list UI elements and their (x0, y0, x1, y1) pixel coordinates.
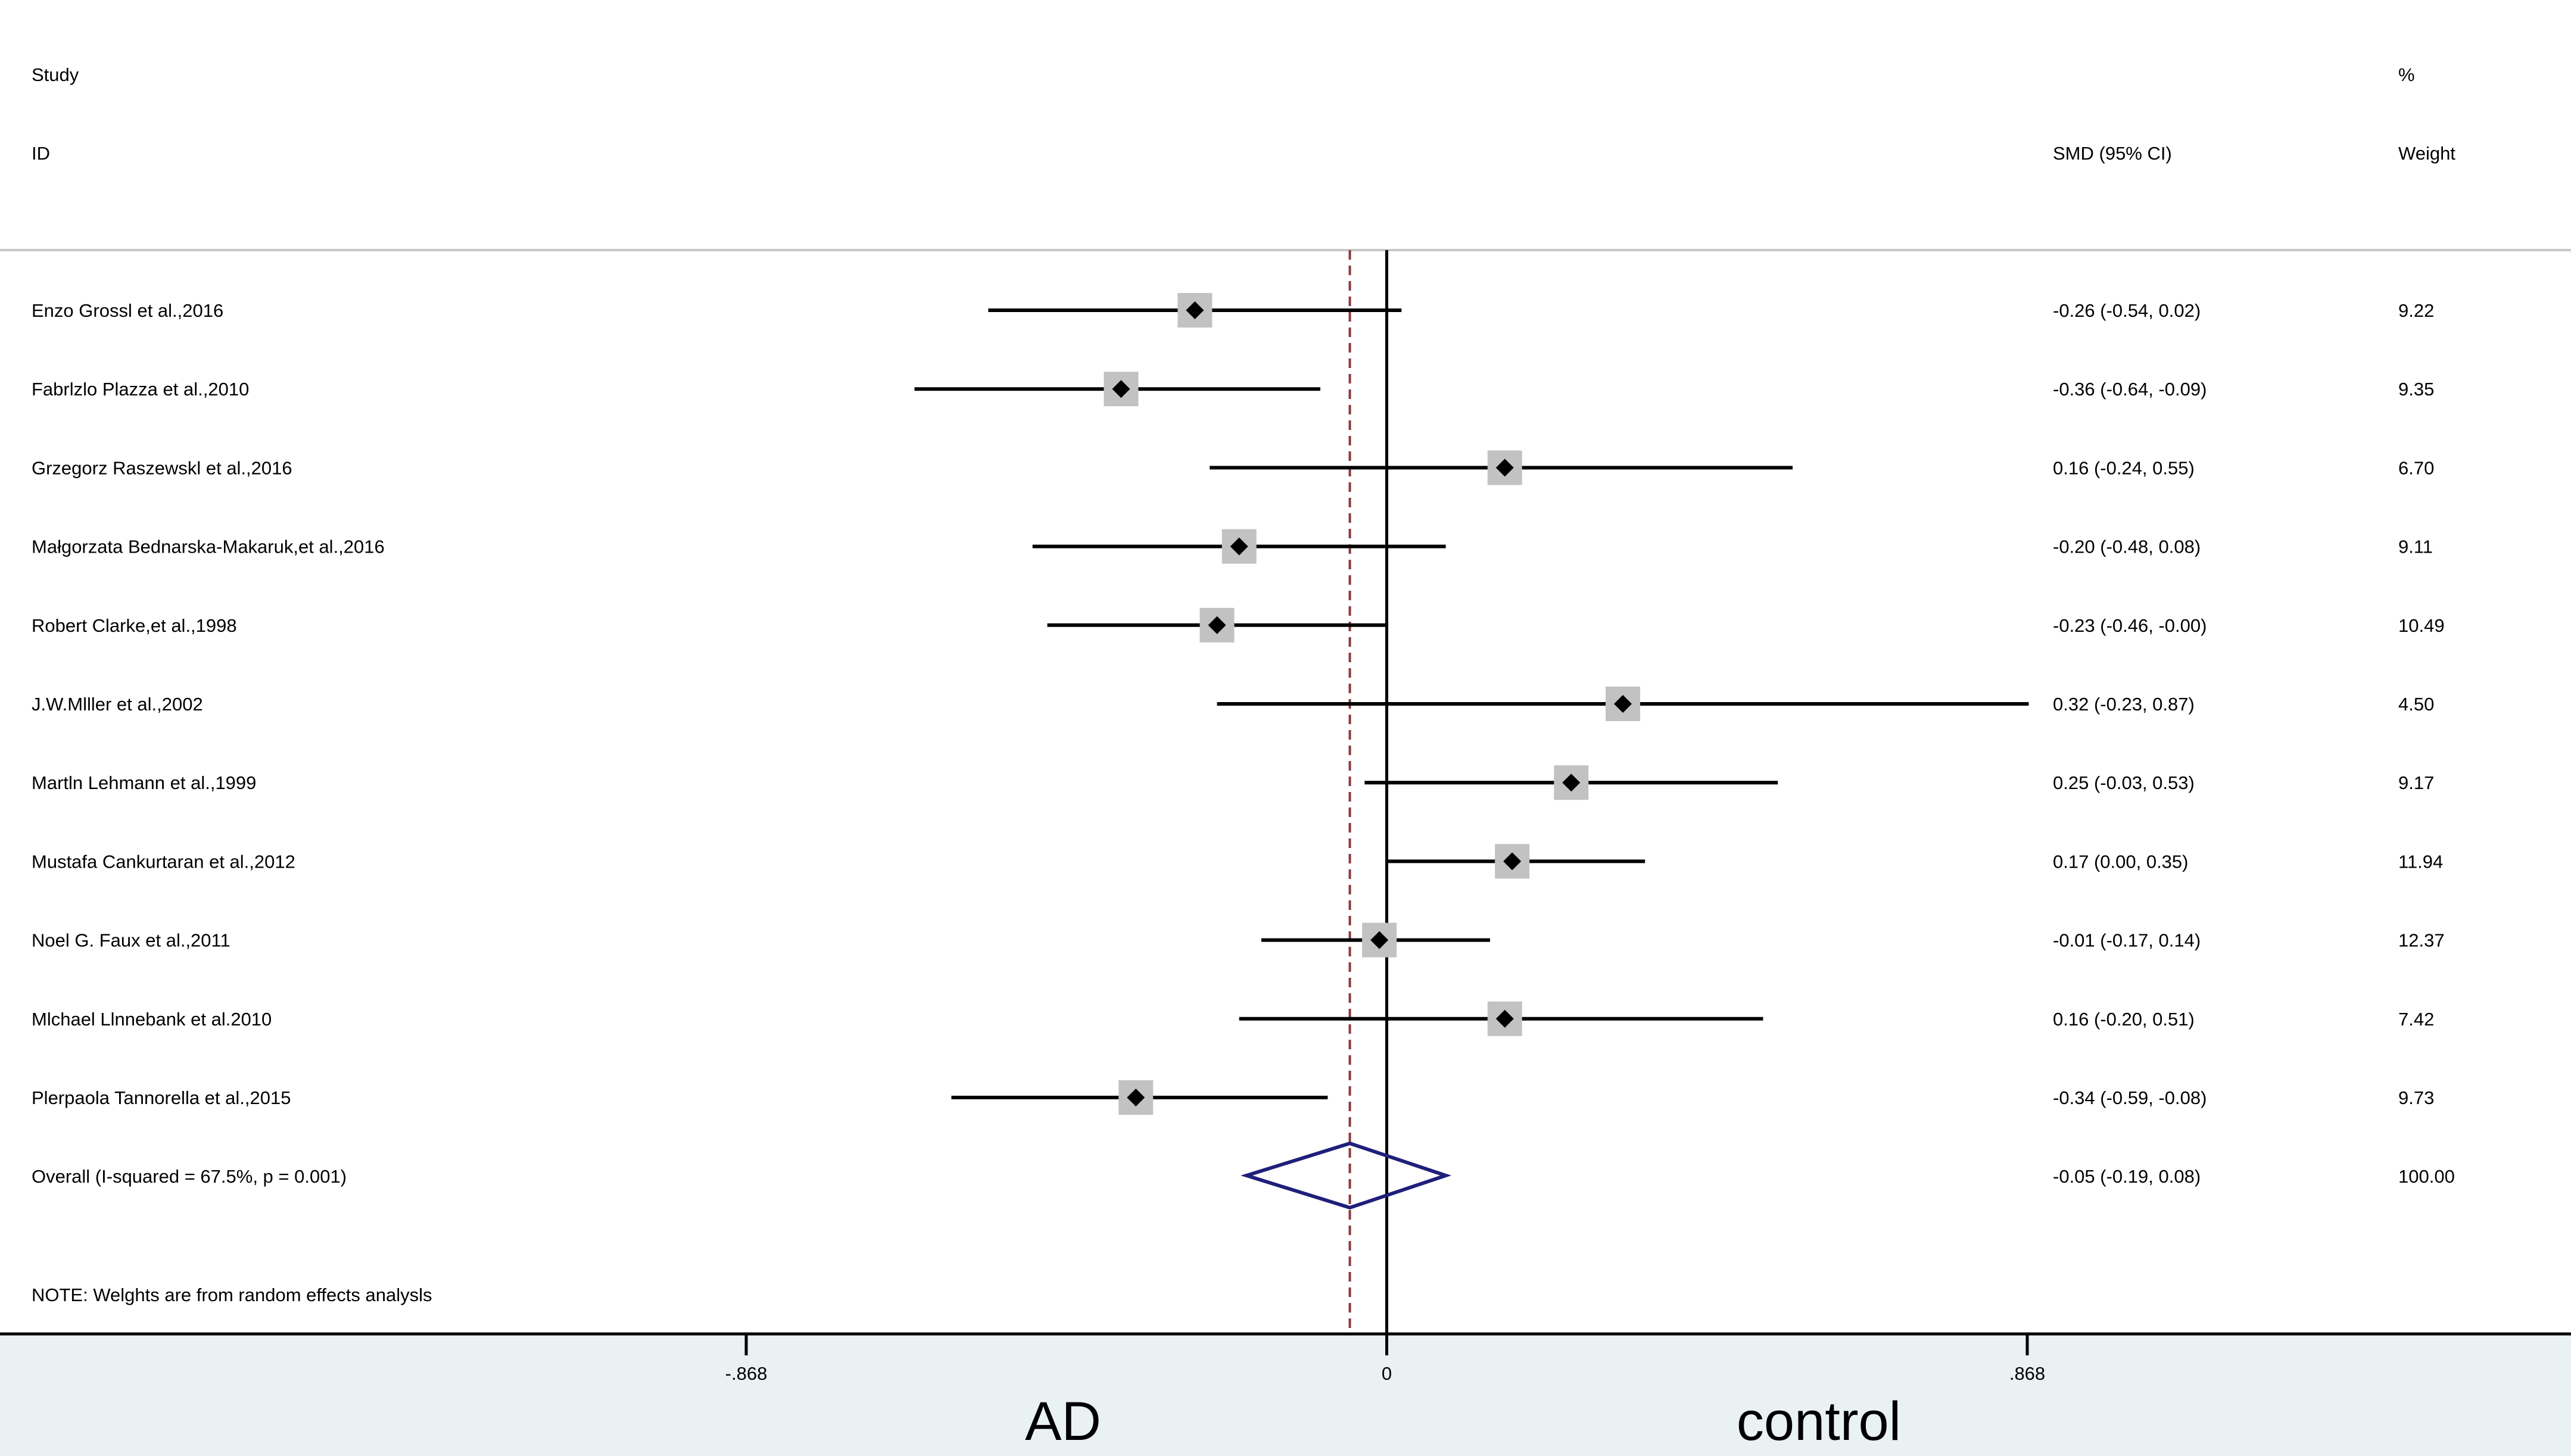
study-point-marker (1370, 931, 1389, 949)
study-point-marker (1562, 774, 1581, 792)
study-weight-text: 10.49 (2398, 615, 2445, 636)
study-ci-text: 0.17 (0.00, 0.35) (2053, 851, 2189, 872)
study-ci-text: 0.25 (-0.03, 0.53) (2053, 772, 2195, 793)
study-ci-text: -0.36 (-0.64, -0.09) (2053, 379, 2207, 400)
study-point-marker (1495, 459, 1514, 477)
study-weight-text: 9.17 (2398, 772, 2434, 793)
study-label: J.W.Mlller et al.,2002 (32, 694, 203, 715)
header-effect: SMD (95% CI) (2053, 143, 2172, 164)
note-text: NOTE: Welghts are from random effects an… (32, 1284, 432, 1305)
study-ci-text: -0.26 (-0.54, 0.02) (2053, 300, 2201, 321)
study-point-marker (1112, 380, 1130, 398)
study-label: Robert Clarke,et al.,1998 (32, 615, 237, 636)
study-ci-text: -0.20 (-0.48, 0.08) (2053, 537, 2201, 557)
overall-ci-text: -0.05 (-0.19, 0.08) (2053, 1166, 2201, 1187)
study-point-marker (1208, 616, 1226, 634)
study-weight-text: 9.22 (2398, 300, 2434, 321)
study-ci-text: 0.16 (-0.20, 0.51) (2053, 1009, 2195, 1030)
study-ci-text: -0.01 (-0.17, 0.14) (2053, 930, 2201, 951)
study-weight-text: 4.50 (2398, 694, 2434, 715)
study-ci-text: 0.32 (-0.23, 0.87) (2053, 694, 2195, 715)
study-point-marker (1613, 695, 1632, 713)
study-weight-text: 9.73 (2398, 1087, 2434, 1108)
label-ad: AD (1025, 1391, 1101, 1452)
label-control: control (1737, 1391, 1901, 1452)
overall-label: Overall (I-squared = 67.5%, p = 0.001) (32, 1166, 347, 1187)
study-point-marker (1186, 301, 1204, 319)
study-ci-text: 0.16 (-0.24, 0.55) (2053, 457, 2195, 478)
x-tick-label: .868 (2009, 1363, 2045, 1384)
study-point-marker (1503, 852, 1522, 871)
overall-weight-text: 100.00 (2398, 1166, 2455, 1187)
study-weight-text: 11.94 (2398, 851, 2443, 872)
x-axis: -.868 0 .868 (0, 1332, 2571, 1384)
study-label: Noel G. Faux et al.,2011 (32, 930, 230, 951)
study-label: Grzegorz Raszewskl et al.,2016 (32, 457, 292, 478)
x-tick-label: -.868 (725, 1363, 768, 1384)
header-weight-percent: % (2398, 64, 2415, 85)
study-label: Mustafa Cankurtaran et al.,2012 (32, 851, 295, 872)
x-tick-label: 0 (1382, 1363, 1392, 1384)
study-label: Fabrlzlo Plazza et al.,2010 (32, 379, 249, 400)
study-rows: Enzo Grossl et al.,2016 -0.26 (-0.54, 0.0… (32, 300, 2445, 1108)
study-weight-text: 9.11 (2398, 537, 2433, 557)
study-weight-text: 6.70 (2398, 457, 2434, 478)
overall-diamond (1240, 1141, 1452, 1210)
study-label: Plerpaola Tannorella et al.,2015 (32, 1087, 291, 1108)
study-label: Mlchael Llnnebank et al.2010 (32, 1009, 272, 1030)
header-study: Study (32, 64, 79, 85)
study-ci-text: -0.23 (-0.46, -0.00) (2053, 615, 2207, 636)
study-label: Martln Lehmann et al.,1999 (32, 772, 256, 793)
study-point-marker (1230, 537, 1248, 556)
plot-marks (914, 250, 2029, 1334)
study-label: Enzo Grossl et al.,2016 (32, 300, 223, 321)
study-ci-text: -0.34 (-0.59, -0.08) (2053, 1087, 2207, 1108)
study-point-marker (1127, 1089, 1145, 1106)
study-label: Małgorzata Bednarska-Makaruk,et al.,2016 (32, 537, 385, 557)
study-weight-text: 7.42 (2398, 1009, 2434, 1030)
study-point-marker (1495, 1009, 1514, 1028)
header-id: ID (32, 143, 50, 164)
bottom-band (0, 1334, 2571, 1456)
header-weight: Weight (2398, 143, 2455, 164)
study-weight-text: 9.35 (2398, 379, 2434, 400)
study-weight-text: 12.37 (2398, 930, 2445, 951)
